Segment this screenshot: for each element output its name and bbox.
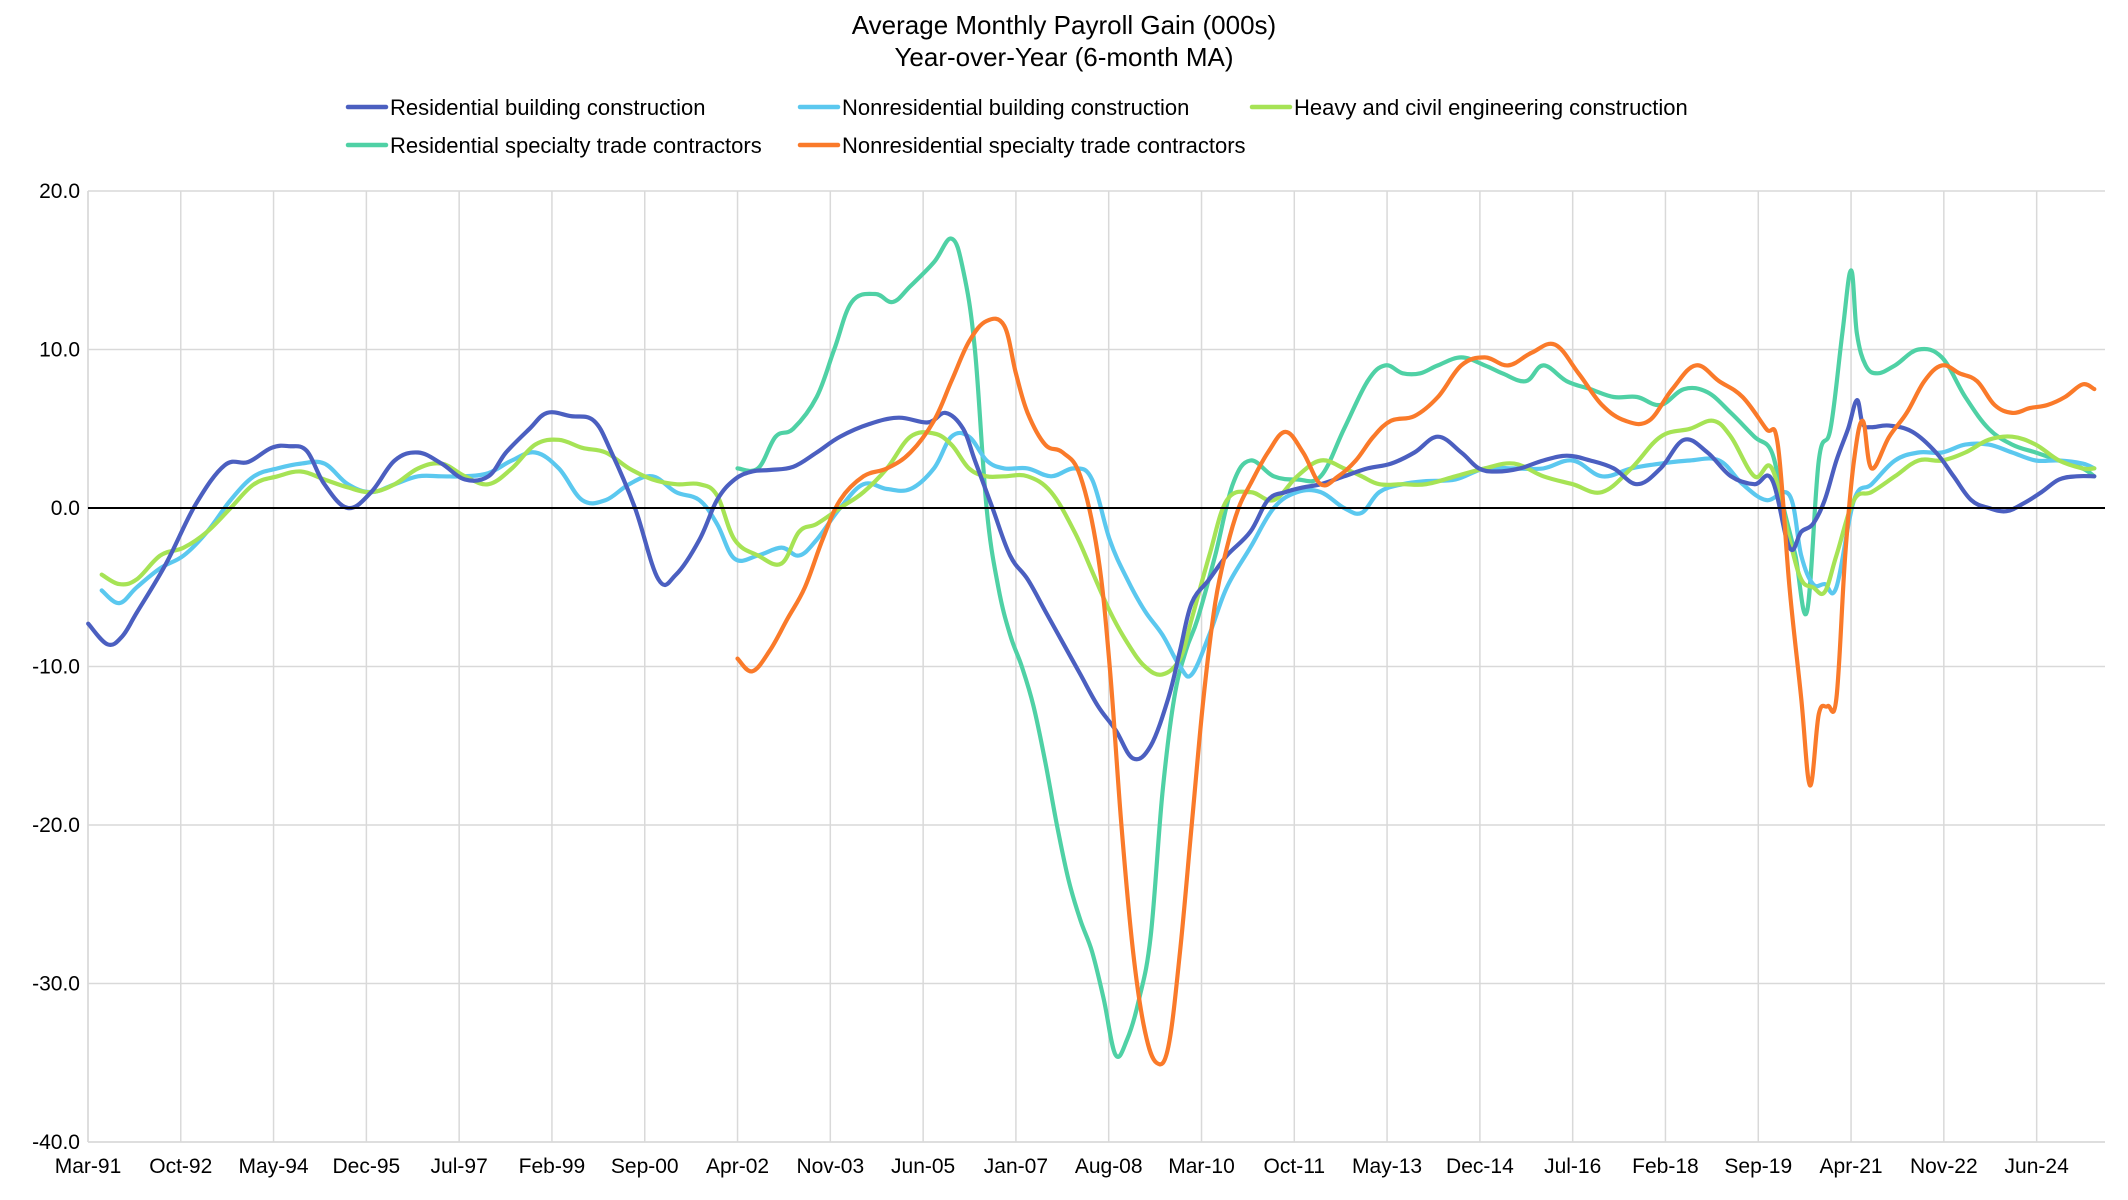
- x-tick-label: May-94: [239, 1155, 309, 1178]
- y-tick-label: 20.0: [39, 180, 80, 203]
- x-tick-label: Oct-92: [149, 1155, 212, 1178]
- legend-item-nonresidential-building-construction: Nonresidential building construction: [797, 95, 1189, 120]
- y-tick-label: -40.0: [32, 1131, 80, 1154]
- x-tick-label: Apr-21: [1820, 1155, 1883, 1178]
- gridlines: [87, 190, 2105, 1143]
- series-line-nonresidential-building-construction: [99, 430, 2097, 679]
- y-axis-ticks: 20.0 10.0 0.0 -10.0 -20.0 -30.0 -40.0: [32, 180, 80, 1154]
- legend-item-residential-specialty-trade-contractors: Residential specialty trade contractors: [345, 133, 762, 158]
- x-tick-label: Jan-07: [984, 1155, 1048, 1178]
- y-tick-label: -10.0: [32, 656, 80, 679]
- x-tick-label: Apr-02: [706, 1155, 769, 1178]
- x-tick-label: Oct-11: [1264, 1155, 1325, 1178]
- x-tick-label: Sep-19: [1724, 1155, 1792, 1178]
- x-tick-label: Aug-08: [1075, 1155, 1143, 1178]
- x-tick-label: Feb-99: [519, 1155, 586, 1178]
- x-tick-label: Jun-24: [2005, 1155, 2070, 1178]
- x-tick-label: Jul-16: [1544, 1155, 1601, 1178]
- chart-subtitle: Year-over-Year (6-month MA): [894, 42, 1233, 72]
- series-layer: [86, 236, 2097, 1067]
- legend-label: Nonresidential building construction: [842, 95, 1189, 120]
- x-tick-label: Sep-00: [611, 1155, 679, 1178]
- x-tick-label: Feb-18: [1632, 1155, 1699, 1178]
- y-tick-label: -20.0: [32, 814, 80, 837]
- series-line-nonresidential-specialty-trade-contractors: [735, 316, 2097, 1067]
- x-tick-label: Dec-95: [333, 1155, 401, 1178]
- legend-label: Heavy and civil engineering construction: [1294, 95, 1688, 120]
- legend-label: Residential specialty trade contractors: [390, 133, 762, 158]
- series-line-residential-building-construction: [86, 398, 2097, 762]
- legend-label: Residential building construction: [390, 95, 706, 120]
- legend-item-nonresidential-specialty-trade-contractors: Nonresidential specialty trade contracto…: [797, 133, 1246, 158]
- legend-label: Nonresidential specialty trade contracto…: [842, 133, 1246, 158]
- legend: Residential building construction Nonresi…: [345, 95, 1688, 158]
- x-axis-ticks: Mar-91 Oct-92 May-94 Dec-95 Jul-97 Feb-99 Sep-…: [55, 1155, 2069, 1178]
- x-tick-label: Jun-05: [891, 1155, 955, 1178]
- x-tick-label: May-13: [1352, 1155, 1422, 1178]
- x-tick-label: Mar-91: [55, 1155, 122, 1178]
- y-tick-label: 10.0: [39, 339, 80, 362]
- y-tick-label: 0.0: [51, 497, 80, 520]
- x-tick-label: Jul-97: [431, 1155, 488, 1178]
- legend-item-residential-building-construction: Residential building construction: [345, 95, 706, 120]
- chart-title: Average Monthly Payroll Gain (000s): [852, 10, 1276, 40]
- series-line-residential-specialty-trade-contractors: [735, 236, 2097, 1059]
- x-tick-label: Nov-22: [1910, 1155, 1978, 1178]
- y-tick-label: -30.0: [32, 973, 80, 996]
- x-tick-label: Nov-03: [796, 1155, 864, 1178]
- x-tick-label: Mar-10: [1168, 1155, 1235, 1178]
- legend-item-heavy-and-civil-engineering-construction: Heavy and civil engineering construction: [1249, 95, 1688, 120]
- x-tick-label: Dec-14: [1446, 1155, 1514, 1178]
